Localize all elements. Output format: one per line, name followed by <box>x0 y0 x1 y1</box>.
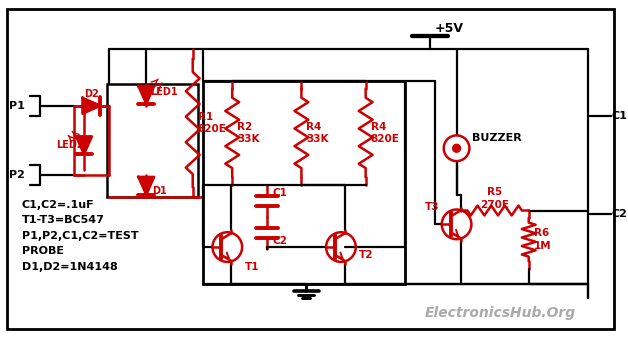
Text: T3: T3 <box>425 201 440 212</box>
Text: R1
820E: R1 820E <box>198 112 227 134</box>
Text: LED1: LED1 <box>150 87 178 97</box>
Text: C1,C2=.1uF
T1-T3=BC547
P1,P2,C1,C2=TEST
PROBE
D1,D2=1N4148: C1,C2=.1uF T1-T3=BC547 P1,P2,C1,C2=TEST … <box>22 200 138 272</box>
Polygon shape <box>138 177 154 195</box>
Text: C2: C2 <box>612 210 627 219</box>
Text: R4
820E: R4 820E <box>371 122 399 144</box>
Bar <box>107 84 198 197</box>
Text: R5
270E: R5 270E <box>480 188 509 210</box>
Text: BUZZER: BUZZER <box>472 134 522 143</box>
Text: D2: D2 <box>84 89 99 99</box>
Text: D1: D1 <box>152 186 167 196</box>
Text: T1: T1 <box>245 262 259 272</box>
Polygon shape <box>76 137 92 154</box>
Text: P1: P1 <box>9 101 24 111</box>
Text: T2: T2 <box>359 250 373 260</box>
Text: C1: C1 <box>273 188 288 198</box>
FancyBboxPatch shape <box>7 9 614 329</box>
Text: P2: P2 <box>9 170 24 180</box>
Text: ElectronicsHub.Org: ElectronicsHub.Org <box>425 306 576 320</box>
Text: C2: C2 <box>273 236 288 246</box>
Polygon shape <box>138 86 154 104</box>
Text: +5V: +5V <box>435 22 464 35</box>
Text: C1: C1 <box>612 111 627 121</box>
Text: R6
1M: R6 1M <box>534 228 551 251</box>
Circle shape <box>453 144 460 152</box>
Text: R4
33K: R4 33K <box>306 122 329 144</box>
Polygon shape <box>82 98 100 114</box>
Text: LED2: LED2 <box>57 140 84 150</box>
Text: R2
33K: R2 33K <box>237 122 260 144</box>
Bar <box>203 81 405 284</box>
